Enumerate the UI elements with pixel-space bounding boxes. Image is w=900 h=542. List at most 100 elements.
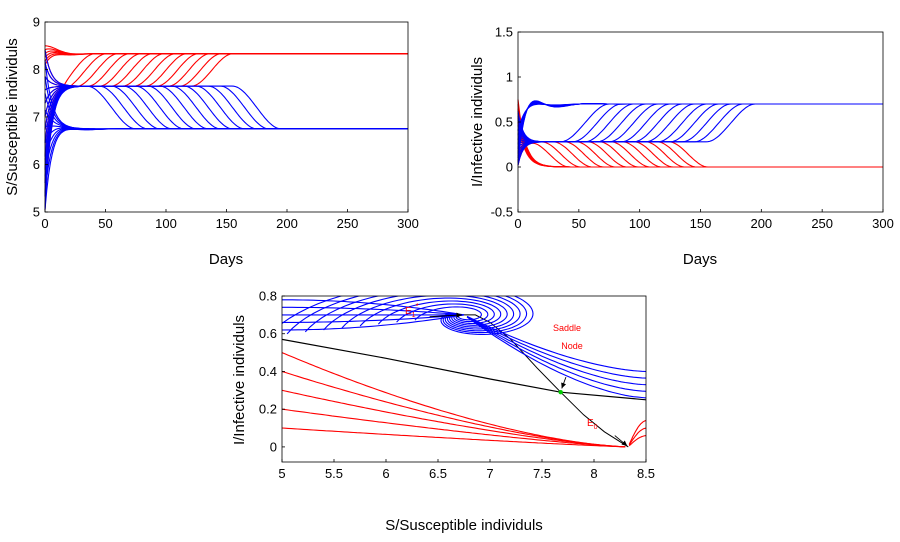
x-tick-label: 100 bbox=[155, 216, 177, 231]
y-tick-label: 0.8 bbox=[259, 289, 277, 304]
trajectory-line bbox=[44, 109, 408, 130]
p2-xlabel: Days bbox=[683, 251, 717, 268]
trajectory-line bbox=[517, 99, 883, 168]
phase-trajectory bbox=[396, 303, 489, 323]
p1-xlabel: Days bbox=[209, 251, 243, 268]
x-tick-label: 6.5 bbox=[429, 466, 447, 481]
trajectory-line bbox=[517, 103, 883, 161]
phase-trajectory bbox=[282, 408, 626, 448]
trajectory-line bbox=[44, 85, 408, 184]
phase-trajectory bbox=[282, 314, 465, 323]
y-tick-label: 1.5 bbox=[495, 25, 513, 40]
trajectory-line bbox=[44, 53, 408, 117]
trajectory-line bbox=[517, 108, 883, 168]
trajectory-line bbox=[44, 128, 408, 194]
p1-trajectories bbox=[44, 45, 408, 210]
phase-trajectory bbox=[282, 296, 534, 335]
phase-trajectory bbox=[359, 297, 502, 327]
trajectory-line bbox=[517, 101, 883, 154]
y-tick-label: 0.5 bbox=[495, 115, 513, 130]
x-tick-label: 0 bbox=[41, 216, 48, 231]
saddle-label-line2: Node bbox=[561, 341, 583, 351]
x-tick-label: 5 bbox=[278, 466, 285, 481]
phase-trajectory bbox=[282, 389, 626, 448]
phase-trajectory bbox=[414, 306, 482, 321]
trajectory-line bbox=[44, 127, 408, 144]
y-tick-label: 5 bbox=[33, 205, 40, 220]
x-tick-label: 250 bbox=[337, 216, 359, 231]
phase-trajectory bbox=[282, 370, 626, 448]
trajectory-line bbox=[517, 103, 883, 166]
trajectory-line bbox=[517, 132, 883, 168]
panel-infective-vs-days: 0 50 100 150 200 250 300-0.500.511.5 Days I/In… bbox=[469, 25, 894, 269]
p2-ylabel: I/Infective individuls bbox=[469, 57, 486, 187]
e0-label-sub: 0 bbox=[594, 424, 598, 431]
p2-axes-box bbox=[517, 31, 884, 213]
trajectory-line bbox=[44, 93, 408, 130]
trajectory-line bbox=[517, 103, 883, 132]
y-tick-label: 7 bbox=[33, 110, 40, 125]
trajectory-line bbox=[44, 128, 408, 177]
phase-trajectory bbox=[304, 296, 521, 333]
p1-ylabel: S/Susceptible individuls bbox=[4, 38, 21, 196]
trajectory-line bbox=[44, 53, 408, 184]
x-tick-label: 7.5 bbox=[533, 466, 551, 481]
e0-label-main: E bbox=[587, 418, 594, 429]
y-tick-label: 0.2 bbox=[259, 402, 277, 417]
phase-trajectory bbox=[282, 306, 465, 316]
trajectory-line bbox=[517, 141, 883, 168]
y-tick-label: 6 bbox=[33, 157, 40, 172]
annotation-arrowhead bbox=[456, 312, 462, 318]
e0-label: E0 bbox=[587, 418, 598, 431]
phase-trajectory bbox=[323, 296, 515, 331]
trajectory-line bbox=[44, 85, 408, 210]
saddle-label-line1: Saddle bbox=[553, 323, 581, 333]
phase-trajectory bbox=[282, 352, 626, 448]
trajectory-line bbox=[517, 136, 883, 168]
trajectory-line bbox=[44, 53, 408, 197]
phase-trajectory bbox=[466, 315, 646, 373]
y-tick-label: 0 bbox=[506, 160, 513, 175]
phase-trajectory bbox=[466, 316, 646, 399]
trajectory-line bbox=[44, 53, 408, 157]
p3-annotations: E1* Saddle Node E0 bbox=[405, 302, 598, 431]
phase-trajectory bbox=[341, 296, 508, 329]
p3-trajectories bbox=[282, 296, 646, 448]
y-tick-label: 9 bbox=[33, 15, 40, 30]
x-tick-label: 0 bbox=[514, 216, 521, 231]
phase-trajectory bbox=[628, 419, 646, 445]
x-tick-label: 5.5 bbox=[325, 466, 343, 481]
panel-phase-portrait: 5 5.5 6 6.5 7 7.5 8 8.500.20.40.60.8 E1* Saddle… bbox=[231, 289, 655, 535]
trajectory-line bbox=[44, 53, 408, 130]
y-tick-label: 1 bbox=[506, 70, 513, 85]
x-tick-label: 8 bbox=[590, 466, 597, 481]
trajectory-line bbox=[44, 85, 408, 197]
p2-trajectories bbox=[517, 99, 883, 168]
trajectory-line bbox=[44, 59, 408, 130]
trajectory-line bbox=[517, 125, 883, 168]
phase-trajectory bbox=[466, 316, 646, 392]
trajectory-line bbox=[44, 49, 408, 130]
trajectory-line bbox=[44, 76, 408, 130]
trajectory-line bbox=[44, 53, 408, 91]
saddle-node-point bbox=[558, 390, 563, 395]
trajectory-line bbox=[44, 53, 408, 87]
p3-ticks: 5 5.5 6 6.5 7 7.5 8 8.5 0 0.2 0.4 0.6 0.8 bbox=[259, 289, 655, 482]
trajectory-line bbox=[44, 45, 408, 55]
phase-trajectory bbox=[466, 316, 646, 379]
phase-trajectory bbox=[628, 427, 646, 446]
trajectory-line bbox=[517, 102, 883, 141]
x-tick-label: 300 bbox=[872, 216, 894, 231]
x-tick-label: 8.5 bbox=[637, 466, 655, 481]
annotation-arrowhead bbox=[561, 382, 567, 389]
y-tick-label: 0.4 bbox=[259, 364, 277, 379]
y-tick-label: 8 bbox=[33, 62, 40, 77]
e1-label-main: E bbox=[405, 306, 412, 317]
phase-trajectory bbox=[282, 427, 626, 448]
trajectory-line bbox=[44, 63, 408, 130]
annotation-arrowhead bbox=[621, 440, 628, 446]
trajectory-line bbox=[44, 53, 408, 104]
e1-label-sup: * bbox=[416, 302, 419, 311]
x-tick-label: 250 bbox=[811, 216, 833, 231]
trajectory-line bbox=[44, 53, 408, 62]
